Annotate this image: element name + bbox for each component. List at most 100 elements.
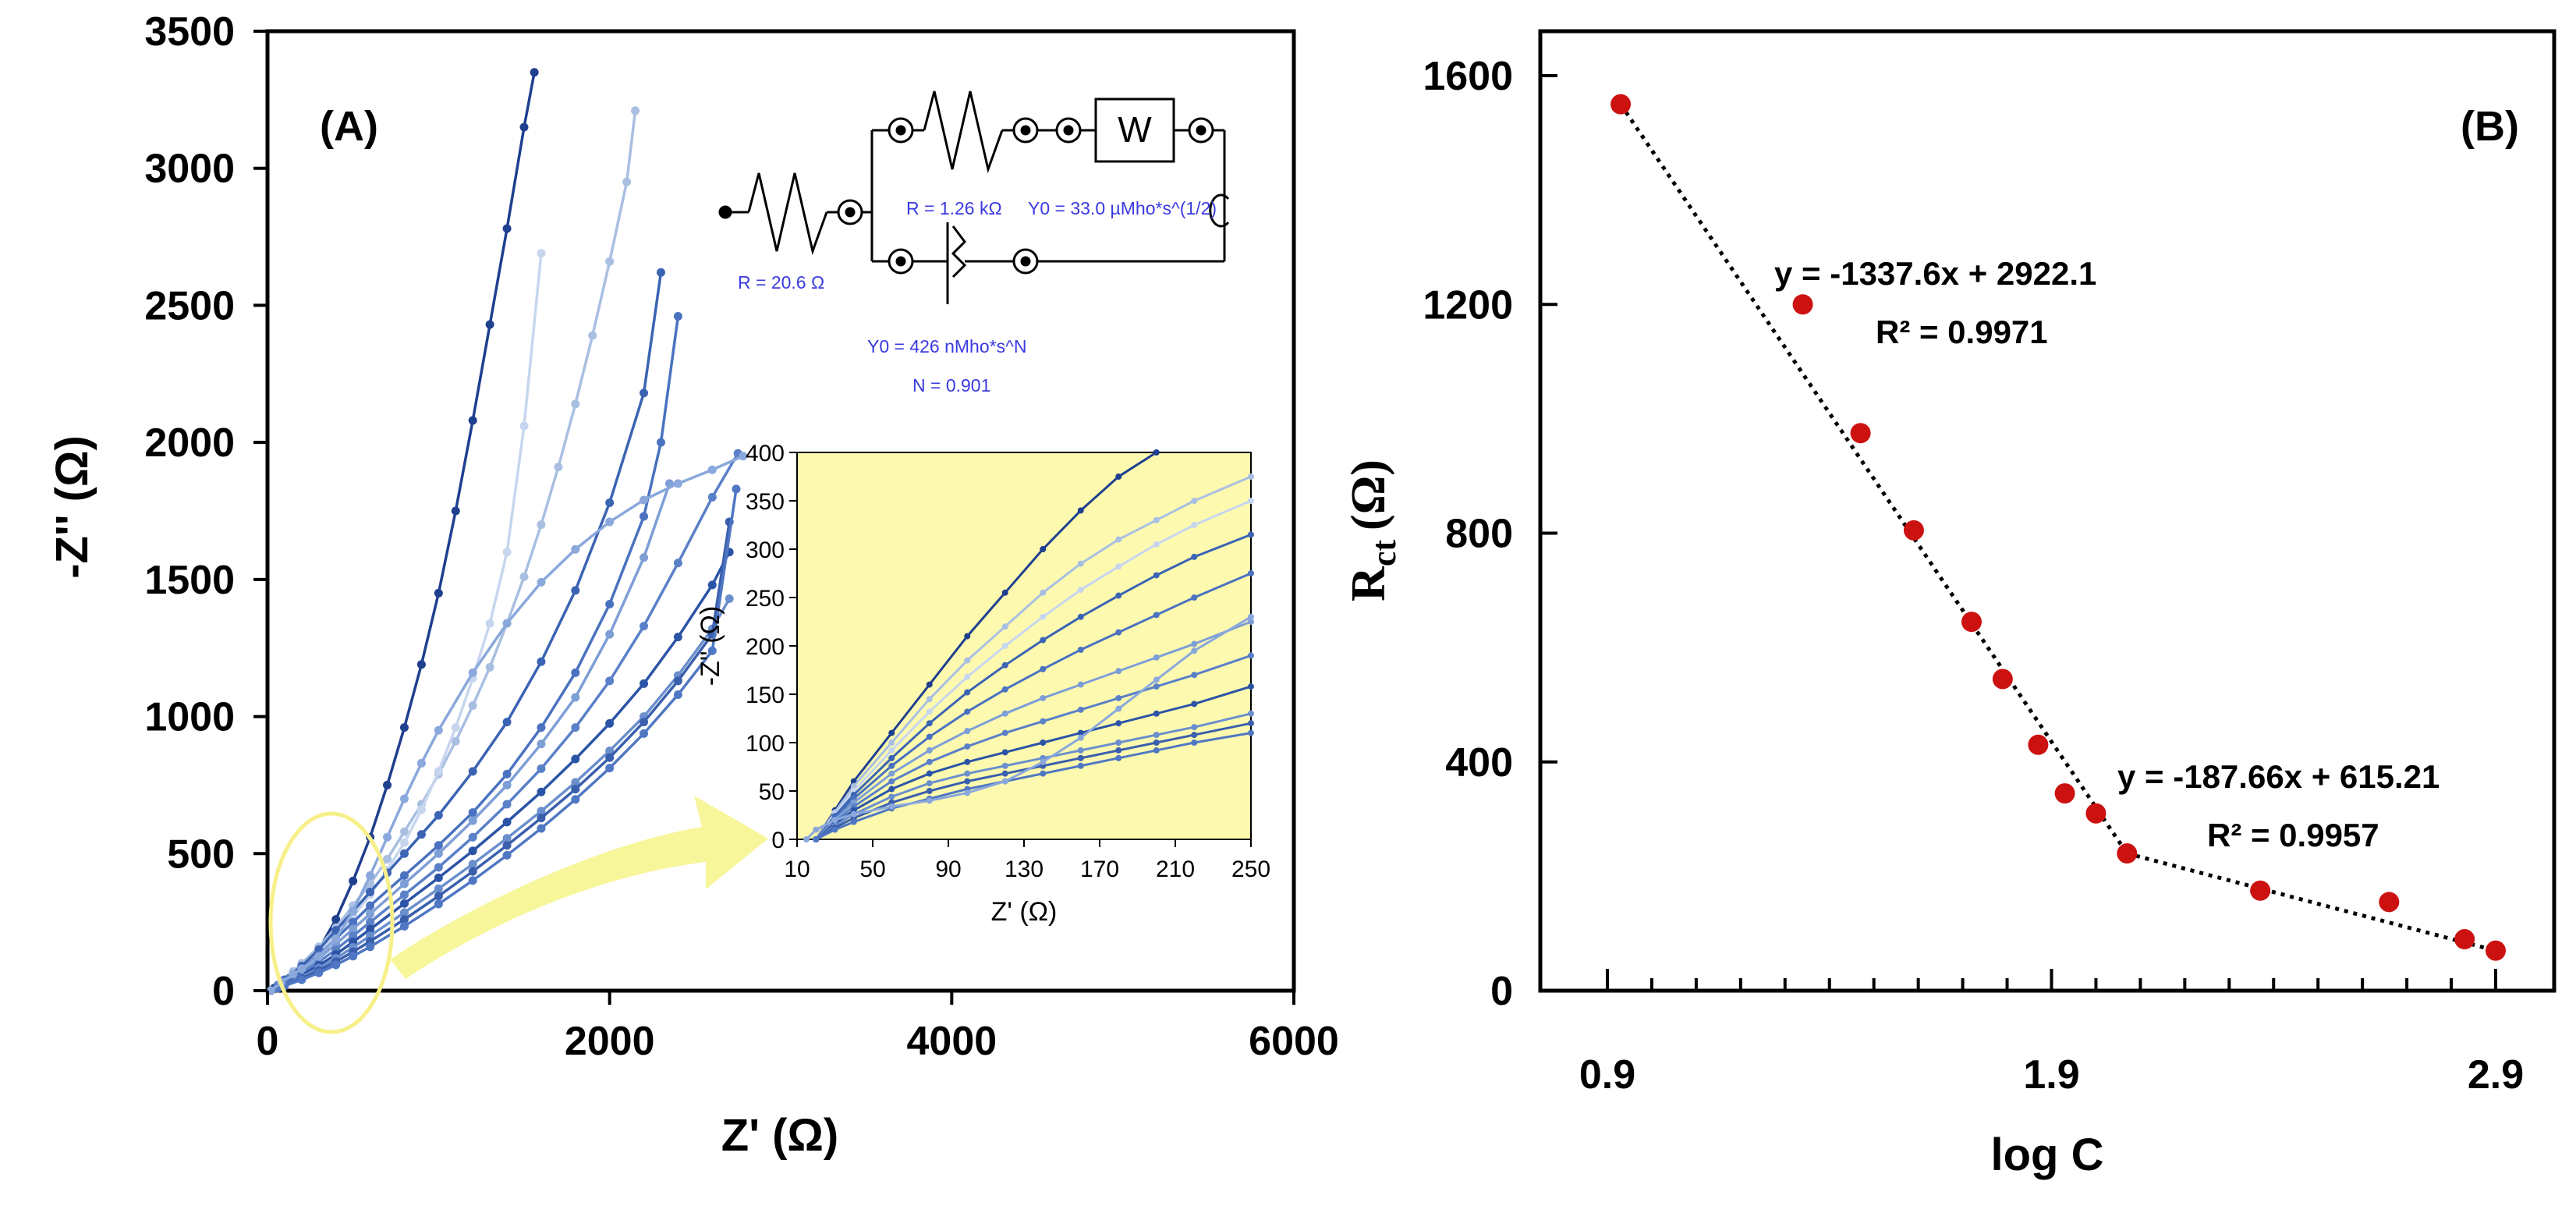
- inset-y-tick-label: 250: [746, 586, 785, 612]
- inset-series-point: [1115, 629, 1122, 636]
- panel-a-series-point: [434, 884, 443, 893]
- panel-a-series-point: [434, 588, 443, 598]
- circuit-terminal: [1209, 193, 1230, 228]
- inset-series-point: [888, 778, 895, 785]
- inset-y-tick-label: 350: [746, 489, 785, 515]
- panel-a-series-point: [519, 572, 529, 581]
- panel-a-series-point: [349, 876, 358, 885]
- inset-series-point: [888, 803, 895, 810]
- panel-a-series-point: [451, 723, 460, 732]
- inset-series-point: [1001, 770, 1008, 777]
- svg-text:Rct(Ω): Rct (Ω): [1342, 459, 1403, 601]
- warburg-label: Y0 = 33.0 µMho*s^(1/2): [1028, 198, 1217, 218]
- equivalent-circuit: [718, 90, 1230, 304]
- inset-series-point: [1001, 710, 1008, 717]
- panel-a-ticks: 0 2000 4000 6000050010001500200025003000350…: [144, 9, 1339, 1064]
- inset-x-axis-title: Z' (Ω): [991, 897, 1058, 927]
- inset-plot: 10 50 90 130 170 210 250 0 50 100 150 200 250 300 350 4…: [696, 441, 1270, 927]
- inset-series-point: [1248, 498, 1254, 504]
- panel-a-series-point: [640, 679, 649, 688]
- panel-a-series-point: [434, 810, 443, 820]
- panel-b-data-point: [1850, 423, 1871, 444]
- panel-a-series-point: [468, 860, 477, 869]
- panel-a-series-point: [537, 787, 546, 796]
- panel-a-series-point: [331, 915, 341, 924]
- panel-a-series-point: [537, 740, 546, 749]
- inset-y-tick-label: 400: [746, 441, 785, 466]
- panel-a-series-point: [416, 758, 426, 768]
- inset-series-point: [1191, 700, 1198, 708]
- panel-a-series-point: [537, 824, 546, 833]
- panel-a-series-point: [640, 495, 649, 505]
- panel-a-series-point: [383, 780, 392, 789]
- panel-a-series-point: [468, 876, 477, 885]
- panel-a-series-point: [399, 794, 409, 803]
- inset-series-point: [1001, 589, 1008, 596]
- inset-series-point: [926, 758, 933, 765]
- panel-a-series-point: [314, 968, 324, 977]
- panel-a-series-point: [434, 873, 443, 882]
- panel-a-series-group: [266, 68, 748, 995]
- panel-b-fit-line: [1619, 103, 2129, 855]
- panel-a-series-point: [640, 729, 649, 738]
- panel-a-series-point: [537, 520, 546, 530]
- panel-a-series-point: [399, 899, 409, 908]
- panel-a-series-point: [571, 399, 580, 409]
- inset-series-point: [964, 728, 971, 735]
- panel-a-series-point: [571, 795, 580, 804]
- panel-a-series-point: [707, 646, 717, 655]
- panel-a-series-point: [571, 754, 580, 764]
- panel-a-y-tick-label: 1000: [144, 695, 235, 740]
- panel-a-series-point: [502, 800, 512, 809]
- panel-a-series-point: [434, 899, 443, 909]
- inset-series-point: [888, 793, 895, 800]
- inset-x-tick-label: 170: [1080, 857, 1119, 882]
- resistor-r2-symbol: [923, 90, 1004, 174]
- inset-series-point: [1115, 720, 1122, 727]
- inset-series-point: [1040, 546, 1047, 552]
- inset-series-point: [1115, 705, 1122, 712]
- panel-a-series-point: [605, 257, 615, 266]
- inset-series-point: [1040, 694, 1047, 701]
- inset-series-point: [926, 720, 933, 727]
- inset-x-tick-label: 130: [1005, 857, 1044, 882]
- panel-a-series-point: [622, 177, 632, 186]
- panel-a-series-point: [468, 816, 477, 825]
- inset-series-point: [1248, 683, 1254, 690]
- inset-series-point: [926, 747, 933, 754]
- panel-a-series-point: [673, 559, 682, 568]
- inset-series-point: [1040, 718, 1047, 725]
- y-title-subscript: ct: [1365, 540, 1403, 567]
- panel-b-fit-lines: [1619, 103, 2496, 953]
- panel-b-data-point: [2379, 892, 2400, 913]
- panel-a-series-point: [640, 553, 649, 562]
- fit-2-r-squared: R² = 0.9957: [2207, 817, 2379, 853]
- panel-b-y-axis-title: Rct (Ω): [1342, 459, 1403, 601]
- panel-a-series-point: [468, 867, 477, 876]
- inset-ticks: 10 50 90 130 170 210 250 0 50 100 150 200 250 300 350 4…: [746, 441, 1270, 882]
- inset-series-point: [1191, 672, 1198, 679]
- inset-series-point: [926, 681, 933, 688]
- inset-y-tick-label: 0: [771, 828, 785, 853]
- panel-a-series-point: [640, 718, 649, 727]
- panel-a-series-point: [673, 676, 682, 686]
- inset-series-point: [926, 708, 933, 715]
- panel-a-series-point: [451, 736, 460, 746]
- panel-a-series-point: [571, 544, 580, 554]
- panel-a-y-tick-label: 3500: [144, 9, 235, 55]
- panel-a-series-point: [502, 548, 512, 557]
- inset-y-axis-title: -Z'' (Ω): [696, 606, 725, 686]
- inset-series-point: [1153, 654, 1160, 661]
- panel-a-series-point: [331, 926, 341, 935]
- inset-series-point: [964, 778, 971, 785]
- inset-series-point: [1077, 613, 1084, 620]
- panel-b-label: (B): [2461, 103, 2519, 150]
- panel-a-series-point: [399, 890, 409, 899]
- panel-a-series-point: [399, 849, 409, 858]
- panel-a-series-point: [289, 970, 298, 979]
- inset-series-point: [1248, 720, 1254, 727]
- panel-b-data-point: [1961, 612, 1982, 633]
- inset-series-point: [1248, 619, 1254, 625]
- panel-a-series-point: [468, 846, 477, 856]
- inset-series-point: [1153, 710, 1160, 717]
